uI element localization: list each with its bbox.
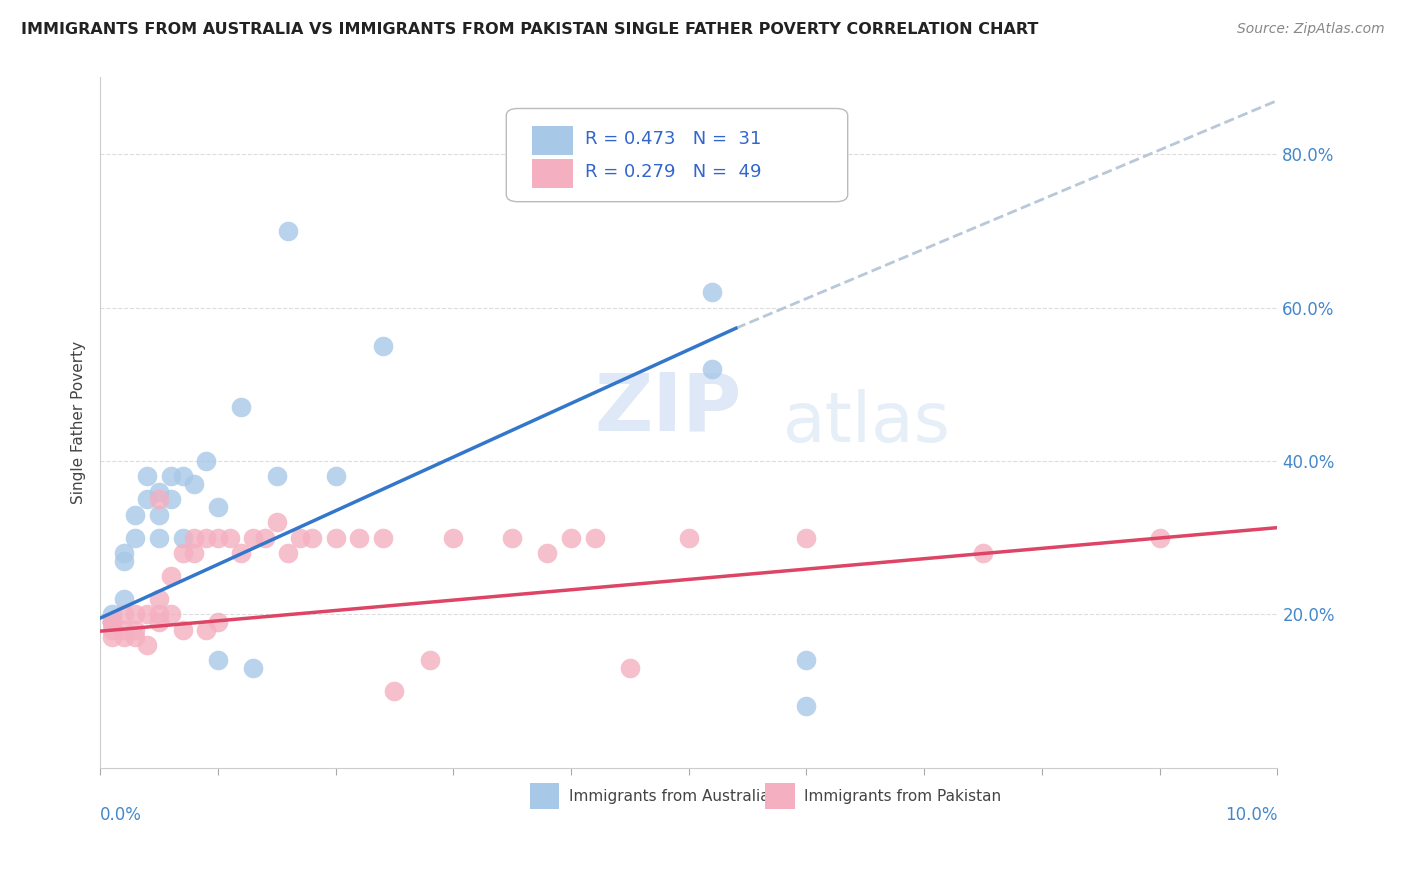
Point bbox=[183, 531, 205, 545]
Point bbox=[112, 630, 135, 644]
Point bbox=[124, 623, 146, 637]
Point bbox=[218, 531, 240, 545]
Point bbox=[560, 531, 582, 545]
Point bbox=[195, 623, 218, 637]
FancyBboxPatch shape bbox=[530, 783, 560, 809]
Text: 0.0%: 0.0% bbox=[100, 805, 142, 823]
Point bbox=[159, 469, 181, 483]
Point bbox=[384, 684, 406, 698]
Point bbox=[112, 546, 135, 560]
Point bbox=[325, 469, 347, 483]
Text: IMMIGRANTS FROM AUSTRALIA VS IMMIGRANTS FROM PAKISTAN SINGLE FATHER POVERTY CORR: IMMIGRANTS FROM AUSTRALIA VS IMMIGRANTS … bbox=[21, 22, 1039, 37]
Point bbox=[231, 546, 253, 560]
Point bbox=[702, 285, 724, 300]
Point bbox=[277, 546, 299, 560]
Point bbox=[112, 554, 135, 568]
Point bbox=[136, 469, 159, 483]
Text: Source: ZipAtlas.com: Source: ZipAtlas.com bbox=[1237, 22, 1385, 37]
Point bbox=[290, 531, 312, 545]
Point bbox=[148, 591, 170, 606]
Point bbox=[101, 607, 124, 622]
Text: atlas: atlas bbox=[783, 389, 950, 456]
Point bbox=[195, 454, 218, 468]
Point bbox=[195, 531, 218, 545]
Y-axis label: Single Father Poverty: Single Father Poverty bbox=[72, 341, 86, 504]
Point bbox=[101, 615, 124, 629]
Point bbox=[207, 500, 229, 514]
Point bbox=[207, 653, 229, 667]
Point bbox=[124, 630, 146, 644]
Point bbox=[101, 615, 124, 629]
Point bbox=[253, 531, 276, 545]
Point bbox=[124, 531, 146, 545]
Text: Immigrants from Pakistan: Immigrants from Pakistan bbox=[804, 789, 1001, 805]
Text: R = 0.279   N =  49: R = 0.279 N = 49 bbox=[585, 163, 762, 181]
Point bbox=[441, 531, 464, 545]
Point bbox=[159, 569, 181, 583]
Point bbox=[159, 492, 181, 507]
Point bbox=[148, 484, 170, 499]
Point bbox=[277, 224, 299, 238]
Point bbox=[124, 508, 146, 522]
Point bbox=[101, 630, 124, 644]
Text: R = 0.473   N =  31: R = 0.473 N = 31 bbox=[585, 130, 762, 148]
Point bbox=[183, 546, 205, 560]
Point bbox=[678, 531, 700, 545]
Point bbox=[371, 339, 394, 353]
Point bbox=[136, 607, 159, 622]
Point bbox=[148, 531, 170, 545]
Point bbox=[136, 638, 159, 652]
Point bbox=[148, 607, 170, 622]
Point bbox=[183, 477, 205, 491]
FancyBboxPatch shape bbox=[765, 783, 794, 809]
Point bbox=[242, 531, 264, 545]
Point bbox=[112, 623, 135, 637]
Point bbox=[101, 615, 124, 629]
Point bbox=[419, 653, 441, 667]
Point bbox=[172, 469, 194, 483]
Point bbox=[148, 615, 170, 629]
Point bbox=[796, 699, 818, 714]
Point bbox=[796, 653, 818, 667]
Point bbox=[207, 615, 229, 629]
Point bbox=[242, 661, 264, 675]
Point bbox=[501, 531, 523, 545]
Point bbox=[172, 531, 194, 545]
FancyBboxPatch shape bbox=[533, 126, 574, 154]
Point bbox=[325, 531, 347, 545]
Text: ZIP: ZIP bbox=[595, 370, 742, 448]
Point bbox=[231, 401, 253, 415]
Point bbox=[124, 607, 146, 622]
Point bbox=[702, 362, 724, 376]
FancyBboxPatch shape bbox=[533, 159, 574, 188]
Point bbox=[796, 531, 818, 545]
Point bbox=[159, 607, 181, 622]
Point bbox=[536, 546, 558, 560]
Point bbox=[583, 531, 606, 545]
FancyBboxPatch shape bbox=[506, 109, 848, 202]
Point bbox=[619, 661, 641, 675]
Point bbox=[1149, 531, 1171, 545]
Point bbox=[266, 516, 288, 530]
Point bbox=[172, 623, 194, 637]
Point bbox=[101, 615, 124, 629]
Text: 10.0%: 10.0% bbox=[1225, 805, 1278, 823]
Point bbox=[301, 531, 323, 545]
Point bbox=[207, 531, 229, 545]
Point bbox=[148, 508, 170, 522]
Point bbox=[136, 492, 159, 507]
Point bbox=[266, 469, 288, 483]
Point bbox=[172, 546, 194, 560]
Point bbox=[347, 531, 370, 545]
Point bbox=[112, 607, 135, 622]
Text: Immigrants from Australia: Immigrants from Australia bbox=[568, 789, 769, 805]
Point bbox=[101, 623, 124, 637]
Point bbox=[148, 492, 170, 507]
Point bbox=[112, 591, 135, 606]
Point bbox=[371, 531, 394, 545]
Point bbox=[972, 546, 994, 560]
